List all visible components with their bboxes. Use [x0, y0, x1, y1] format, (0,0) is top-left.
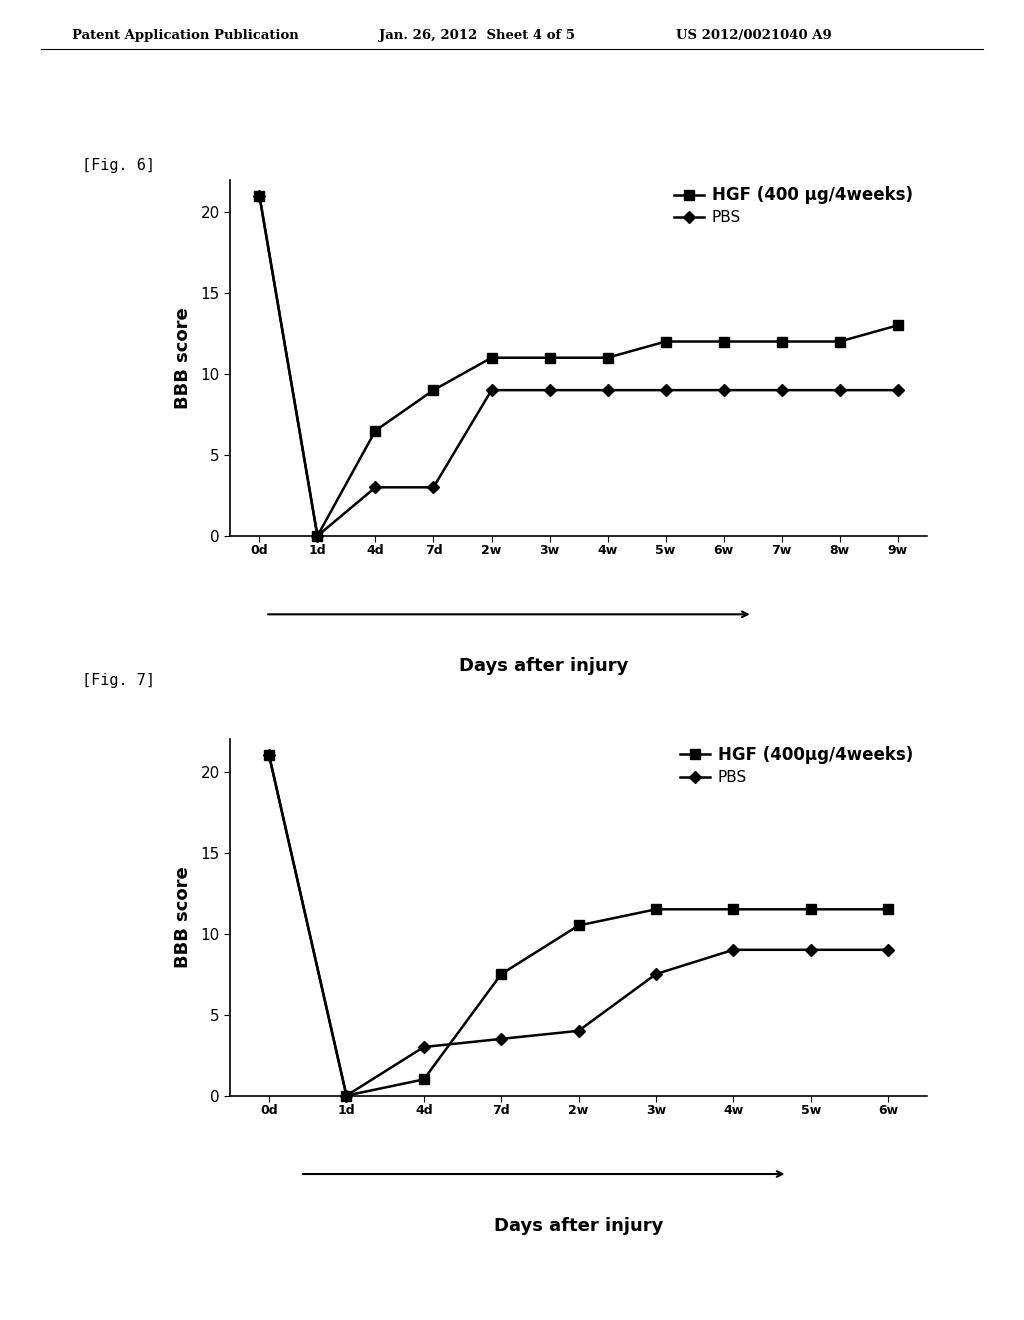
Legend: HGF (400 μg/4weeks), PBS: HGF (400 μg/4weeks), PBS	[668, 180, 920, 231]
Text: Jan. 26, 2012  Sheet 4 of 5: Jan. 26, 2012 Sheet 4 of 5	[379, 29, 574, 42]
Text: US 2012/0021040 A9: US 2012/0021040 A9	[676, 29, 831, 42]
Text: [Fig. 6]: [Fig. 6]	[82, 158, 155, 173]
Legend: HGF (400μg/4weeks), PBS: HGF (400μg/4weeks), PBS	[674, 739, 920, 791]
Text: Days after injury: Days after injury	[494, 1217, 664, 1234]
Y-axis label: BBB score: BBB score	[174, 866, 193, 969]
Y-axis label: BBB score: BBB score	[174, 306, 193, 409]
Text: Days after injury: Days after injury	[459, 657, 629, 675]
Text: Patent Application Publication: Patent Application Publication	[72, 29, 298, 42]
Text: [Fig. 7]: [Fig. 7]	[82, 673, 155, 688]
